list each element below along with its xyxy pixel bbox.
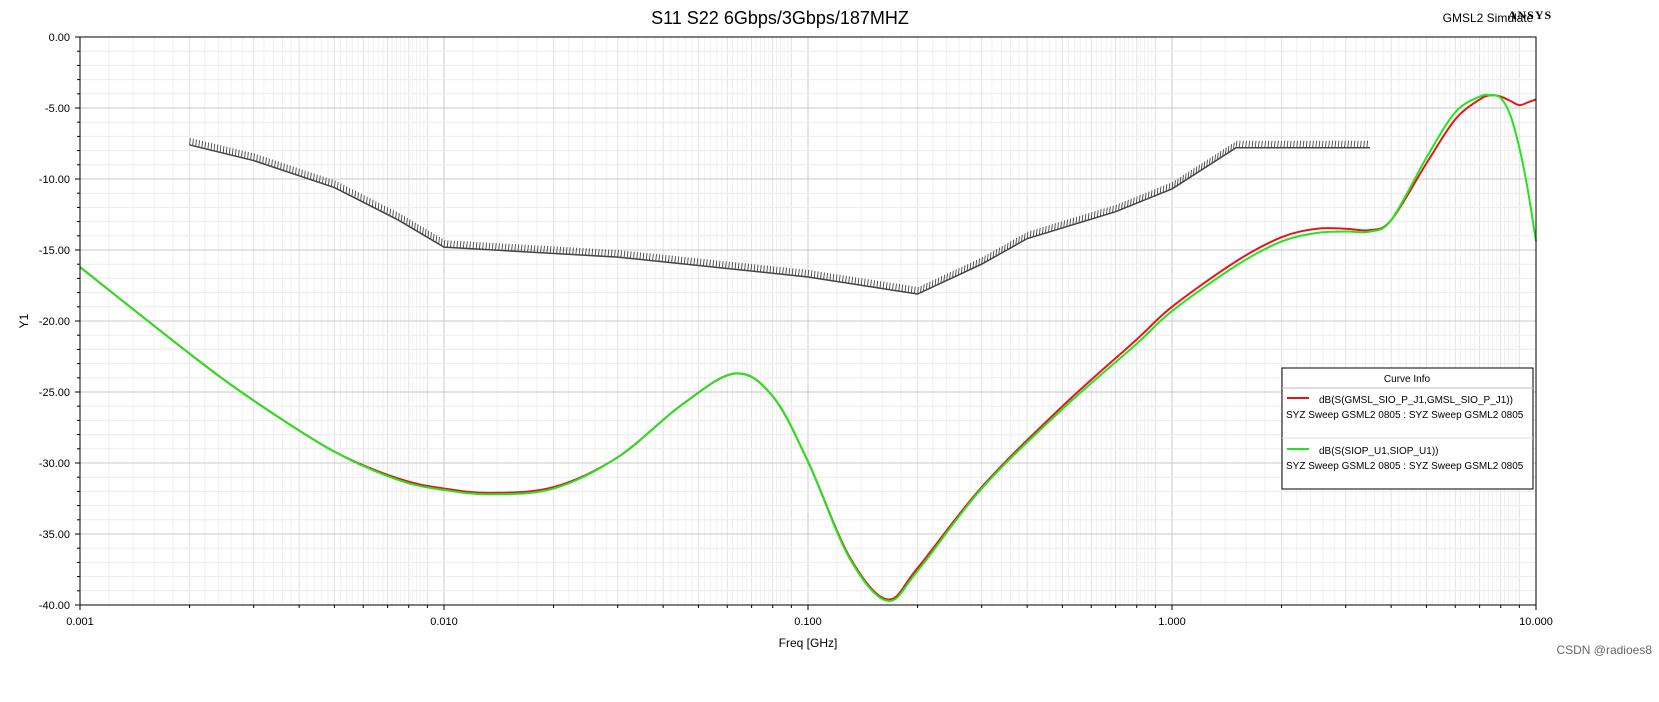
legend-title: Curve Info — [1384, 374, 1431, 385]
y-tick-label: -25.00 — [39, 387, 70, 399]
y-tick-label: -35.00 — [39, 529, 70, 541]
x-axis-label: Freq [GHz] — [779, 636, 838, 650]
legend-series-sub-s11: SYZ Sweep GSML2 0805 : SYZ Sweep GSML2 0… — [1286, 410, 1524, 421]
y-tick-label: 0.00 — [49, 32, 70, 44]
y-axis-label: Y1 — [17, 313, 31, 328]
legend-series-sub-s22: SYZ Sweep GSML2 0805 : SYZ Sweep GSML2 0… — [1286, 461, 1524, 472]
y-tick-label: -15.00 — [39, 245, 70, 257]
brand-text: GMSL2 Simulate — [1443, 11, 1534, 25]
legend: Curve Info dB(S(GMSL_SIO_P_J1,GMSL_SIO_P… — [1281, 367, 1534, 490]
spec-mask-line — [189, 144, 1371, 295]
grid — [79, 36, 1536, 606]
x-tick-label: 1.000 — [1158, 616, 1186, 628]
watermark: CSDN @radioes8 — [1556, 643, 1652, 657]
chart-title: S11 S22 6Gbps/3Gbps/187MHZ — [651, 8, 909, 28]
y-tick-label: -5.00 — [45, 103, 70, 115]
series-lines — [79, 93, 1537, 602]
y-tick-label: -40.00 — [39, 600, 70, 612]
series-line-s11 — [79, 94, 1537, 601]
legend-series-name-s22: dB(S(SIOP_U1,SIOP_U1)) — [1319, 446, 1438, 457]
y-tick-label: -30.00 — [39, 458, 70, 470]
spec-mask-hatch — [189, 137, 1369, 295]
series-line-s22 — [79, 93, 1537, 602]
x-tick-label: 0.001 — [66, 616, 94, 628]
axis-ticks: 0.00 -5.00 -10.00 -15.00 -20.00 -25.00 -30.00 -… — [39, 32, 1553, 628]
x-tick-label: 10.000 — [1519, 616, 1553, 628]
spec-mask — [189, 137, 1371, 295]
x-tick-label: 0.100 — [794, 616, 822, 628]
y-tick-label: -20.00 — [39, 316, 70, 328]
ansys-logo-text: ANSYS — [1508, 8, 1552, 22]
legend-series-name-s11: dB(S(GMSL_SIO_P_J1,GMSL_SIO_P_J1)) — [1319, 395, 1513, 406]
x-tick-label: 0.010 — [430, 616, 458, 628]
y-tick-label: -10.00 — [39, 174, 70, 186]
